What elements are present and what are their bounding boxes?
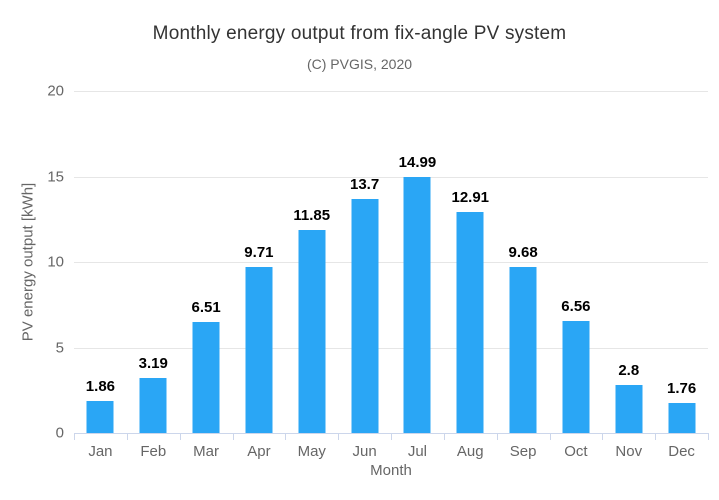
bar-value-label-aug: 12.91 (451, 189, 490, 207)
gridline-20 (74, 91, 708, 92)
x-axis-tick (127, 433, 128, 440)
x-axis-tick (602, 433, 603, 440)
bar-value-label-apr: 9.71 (244, 243, 274, 261)
y-tick-label-10: 10 (47, 253, 64, 271)
x-category-label-oct: Oct (564, 443, 588, 460)
bar-value-label-mar: 6.51 (191, 298, 221, 316)
x-category-label-dec: Dec (668, 443, 695, 460)
x-axis-tick (497, 433, 498, 440)
x-axis-tick (74, 433, 75, 440)
bar-value-label-jun: 13.7 (349, 175, 380, 193)
x-category-label-nov: Nov (615, 443, 643, 460)
x-axis-tick (550, 433, 551, 440)
x-axis-tick (444, 433, 445, 440)
x-axis-tick (233, 433, 234, 440)
gridline-5 (74, 347, 708, 349)
x-category-label-jun: Jun (352, 443, 377, 460)
bar-value-label-nov: 2.8 (618, 362, 640, 380)
bar-dec[interactable] (668, 402, 696, 433)
x-axis-tick (180, 433, 181, 440)
bar-mar[interactable] (192, 321, 220, 433)
x-axis-tick (655, 433, 656, 440)
chart-title: Monthly energy output from fix-angle PV … (152, 23, 567, 44)
bar-value-label-dec: 1.76 (666, 379, 697, 397)
y-axis-title: PV energy output [kWh] (19, 182, 37, 342)
x-category-label-mar: Mar (193, 443, 219, 460)
y-tick-label-20: 20 (47, 82, 64, 100)
bar-aug[interactable] (456, 212, 484, 433)
bar-jul[interactable] (403, 176, 431, 433)
bar-feb[interactable] (139, 378, 167, 433)
bar-value-label-feb: 3.19 (138, 355, 168, 373)
gridline-10 (74, 262, 708, 263)
x-category-label-sep: Sep (509, 443, 537, 460)
bar-apr[interactable] (245, 266, 273, 433)
bar-sep[interactable] (509, 267, 537, 433)
plot-area: 0 5 10 15 20 1.86 Jan 3.19 Feb 6.51 Mar 9.71 Apr 11.8… (47, 83, 709, 460)
x-axis-tick (285, 433, 286, 440)
bar-jan[interactable] (86, 401, 114, 433)
bar-oct[interactable] (562, 320, 590, 433)
x-axis-tick (338, 433, 339, 440)
x-category-label-jan: Jan (88, 443, 113, 460)
x-category-label-feb: Feb (140, 443, 167, 460)
bar-value-label-sep: 9.68 (508, 244, 538, 262)
x-axis-tick (708, 433, 709, 440)
bar-value-label-may: 11.85 (293, 207, 331, 225)
bar-value-label-jan: 1.86 (85, 378, 116, 396)
x-category-label-apr: Apr (247, 443, 271, 460)
y-tick-label-0: 0 (55, 424, 64, 442)
gridline-15 (74, 176, 708, 178)
y-tick-label-5: 5 (55, 339, 64, 356)
chart-subtitle: (C) PVGIS, 2020 (306, 56, 413, 72)
bar-value-label-jul: 14.99 (398, 153, 437, 171)
y-tick-label-15: 15 (47, 168, 64, 185)
bar-value-label-oct: 6.56 (561, 297, 591, 315)
x-category-label-aug: Aug (456, 443, 484, 460)
x-category-label-jul: Jul (407, 443, 427, 460)
x-category-label-may: May (297, 443, 326, 460)
bar-nov[interactable] (615, 385, 643, 433)
bar-jun[interactable] (351, 198, 379, 433)
bar-may[interactable] (298, 230, 326, 433)
x-axis-title: Month (370, 462, 412, 479)
x-axis-tick (391, 433, 392, 440)
